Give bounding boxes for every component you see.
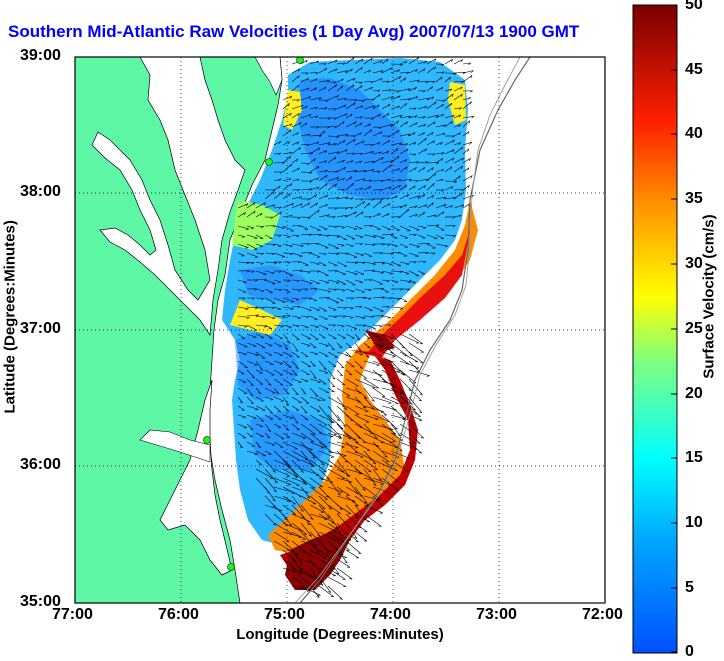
y-tick-label: 37:00: [20, 320, 61, 338]
colorbar-tick-label: 45: [685, 61, 703, 79]
y-tick-label: 36:00: [20, 456, 61, 474]
x-tick-label: 73:00: [476, 606, 517, 624]
colorbar-tick-label: 35: [685, 190, 703, 208]
x-tick-label: 77:00: [52, 606, 93, 624]
x-tick-label: 72:00: [582, 606, 623, 624]
colorbar-tick-label: 15: [685, 449, 703, 467]
colorbar-tick-label: 5: [685, 579, 694, 597]
colorbar-tick-label: 0: [685, 643, 694, 661]
y-tick-label: 39:00: [20, 47, 61, 65]
colorbar-label: Surface Velocity (cm/s): [701, 207, 718, 387]
colorbar-tick-label: 40: [685, 125, 703, 143]
colorbar-tick-label: 10: [685, 514, 703, 532]
x-axis-label: Longitude (Degrees:Minutes): [180, 626, 500, 643]
x-tick-label: 74:00: [370, 606, 411, 624]
y-axis-label: Latitude (Degrees:Minutes): [2, 274, 19, 414]
y-tick-label: 38:00: [20, 183, 61, 201]
colorbar: [633, 5, 677, 653]
x-tick-label: 75:00: [264, 606, 305, 624]
colorbar-tick-label: 50: [685, 0, 703, 14]
colorbar-tick-label: 20: [685, 385, 703, 403]
x-tick-label: 76:00: [158, 606, 199, 624]
